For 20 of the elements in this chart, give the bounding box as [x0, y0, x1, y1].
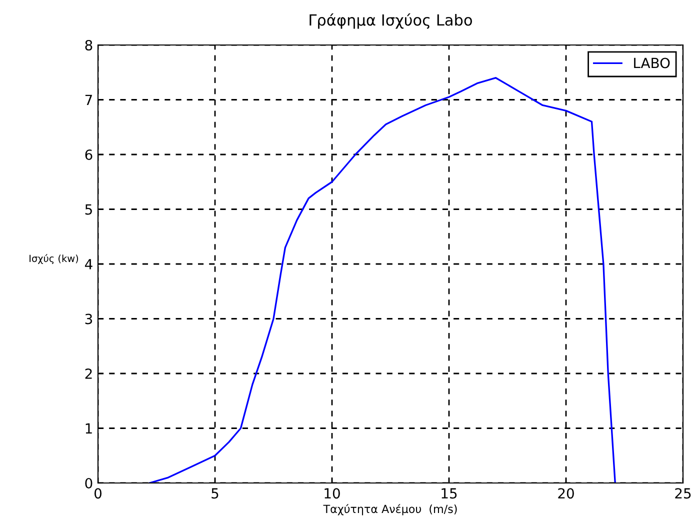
x-tick-label: 20: [558, 488, 574, 499]
y-tick-label: 3: [85, 314, 92, 324]
x-tick-label: 0: [94, 488, 102, 499]
x-tick-label: 5: [212, 488, 218, 499]
y-tick-label: 7: [85, 94, 92, 106]
x-tick-label: 15: [442, 488, 457, 499]
x-axis-title: Ταχύτητα Ανέμου (m/s): [323, 504, 457, 516]
y-tick-label: 6: [85, 149, 92, 160]
y-axis-title: Ισχύς (kw): [30, 254, 78, 264]
line-series: [148, 77, 616, 483]
y-tick-label: 8: [85, 40, 92, 50]
y-tick-label: 1: [86, 423, 92, 434]
y-tick-label: 4: [84, 259, 92, 270]
y-tick-label: 2: [85, 368, 92, 379]
y-tick-label: 5: [85, 204, 92, 215]
legend-label: LABO: [634, 58, 670, 68]
y-tick-label: 0: [85, 478, 92, 488]
chart-title: Γράφημα Ισχύος Labo: [310, 13, 472, 29]
x-tick-label: 10: [324, 488, 340, 499]
x-tick-label: 25: [675, 488, 691, 499]
